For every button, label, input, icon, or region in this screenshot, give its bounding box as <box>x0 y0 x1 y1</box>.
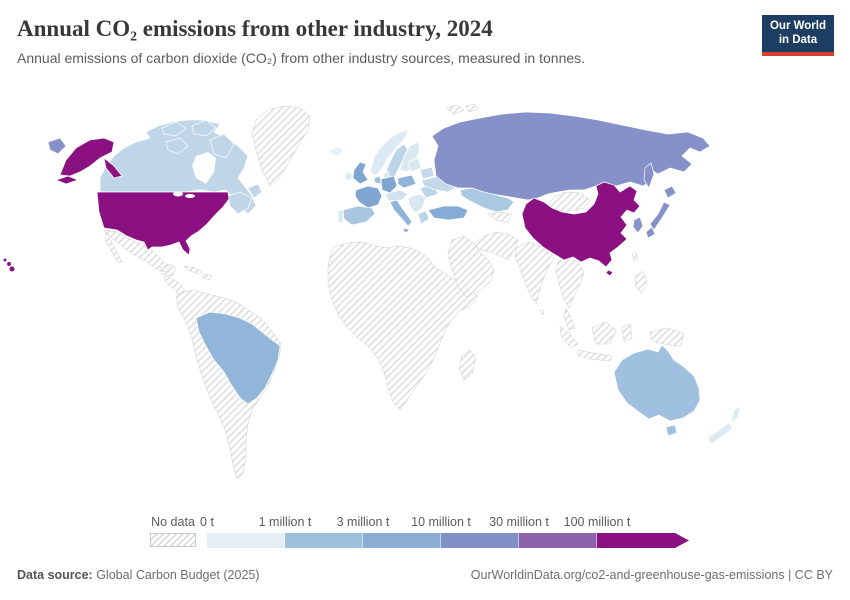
region-china[interactable] <box>521 181 641 277</box>
legend-no-data-label: No data <box>151 515 195 529</box>
region-turkey[interactable] <box>427 205 469 221</box>
region-spain[interactable] <box>342 205 376 226</box>
region-kazakhstan[interactable] <box>459 187 515 213</box>
region-alaska[interactable] <box>54 137 123 185</box>
region-hawaii[interactable] <box>3 258 15 272</box>
region-madagascar[interactable] <box>458 349 477 381</box>
region-iceland[interactable] <box>329 145 345 157</box>
legend-swatch-3[interactable] <box>441 533 519 548</box>
owid-logo-line1: Our World <box>769 20 826 32</box>
region-russia[interactable] <box>431 111 711 201</box>
footer-link[interactable]: OurWorldinData.org/co2-and-greenhouse-ga… <box>470 568 833 582</box>
region-greenland[interactable] <box>251 105 311 187</box>
owid-logo[interactable]: Our World in Data <box>761 15 834 56</box>
region-japan[interactable] <box>645 185 677 239</box>
region-finland[interactable] <box>399 141 421 173</box>
region-ireland[interactable] <box>344 170 353 182</box>
region-france[interactable] <box>354 185 383 209</box>
region-indonesia[interactable] <box>559 321 685 362</box>
data-source-label: Data source: <box>17 568 93 582</box>
hudson-bay <box>192 152 216 184</box>
legend-tick-3: 10 million t <box>411 515 471 529</box>
legend-color-bar <box>207 533 689 548</box>
data-source-value: Global Carbon Budget (2025) <box>92 568 260 582</box>
region-belarus[interactable] <box>419 166 435 180</box>
legend-swatch-2[interactable] <box>363 533 441 548</box>
legend-swatch-1[interactable] <box>285 533 363 548</box>
region-balkans[interactable] <box>407 193 427 214</box>
region-central-asia[interactable] <box>487 211 513 223</box>
region-new-zealand[interactable] <box>707 405 742 445</box>
region-united-states[interactable] <box>96 191 230 256</box>
region-russia-sakhalin[interactable] <box>643 162 655 189</box>
legend-swatch-0[interactable] <box>207 533 285 548</box>
region-norway[interactable] <box>369 129 409 177</box>
region-philippines[interactable] <box>634 270 648 294</box>
region-south-korea[interactable] <box>632 216 644 234</box>
region-low-countries[interactable] <box>373 175 382 185</box>
region-svalbard[interactable] <box>445 103 479 115</box>
region-canada-arctic-islands[interactable] <box>161 119 235 159</box>
legend-tick-1: 1 million t <box>258 515 312 529</box>
region-indochina[interactable] <box>555 255 585 331</box>
region-baltics[interactable] <box>407 157 422 173</box>
legend-swatch-4[interactable] <box>519 533 597 548</box>
region-united-kingdom[interactable] <box>352 161 369 185</box>
chart-subtitle: Annual emissions of carbon dioxide (CO₂)… <box>17 50 586 66</box>
region-india[interactable] <box>514 241 555 316</box>
data-source: Data source: Global Carbon Budget (2025) <box>17 568 260 582</box>
region-canada-maritimes[interactable] <box>227 183 263 215</box>
page-title: Annual CO₂ emissions from other industry… <box>17 16 493 41</box>
region-portugal[interactable] <box>337 209 344 224</box>
great-lakes-east <box>185 194 195 198</box>
region-caribbean[interactable] <box>183 265 213 281</box>
region-mongolia[interactable] <box>547 191 591 212</box>
region-mexico[interactable] <box>103 229 177 277</box>
legend-tick-0: 0 t <box>200 515 214 529</box>
region-brazil[interactable] <box>195 311 281 405</box>
region-greece[interactable] <box>417 210 430 225</box>
great-lakes <box>173 191 183 197</box>
region-russia-chukotka[interactable] <box>47 137 67 155</box>
region-taiwan[interactable] <box>631 251 639 262</box>
legend-swatch-5-arrow[interactable] <box>597 533 689 548</box>
owid-logo-line2: in Data <box>778 33 818 46</box>
region-africa[interactable] <box>327 241 479 411</box>
legend-tick-4: 30 million t <box>489 515 549 529</box>
region-australia[interactable] <box>613 344 701 437</box>
legend-tick-5: 100 million t <box>563 515 631 529</box>
legend-tick-2: 3 million t <box>336 515 390 529</box>
region-italy[interactable] <box>389 199 413 234</box>
region-poland[interactable] <box>397 174 417 189</box>
legend-no-data-swatch[interactable] <box>150 533 196 547</box>
region-germany[interactable] <box>380 175 398 194</box>
region-iran-pakistan[interactable] <box>473 231 519 261</box>
region-czech-austria[interactable] <box>384 189 409 202</box>
